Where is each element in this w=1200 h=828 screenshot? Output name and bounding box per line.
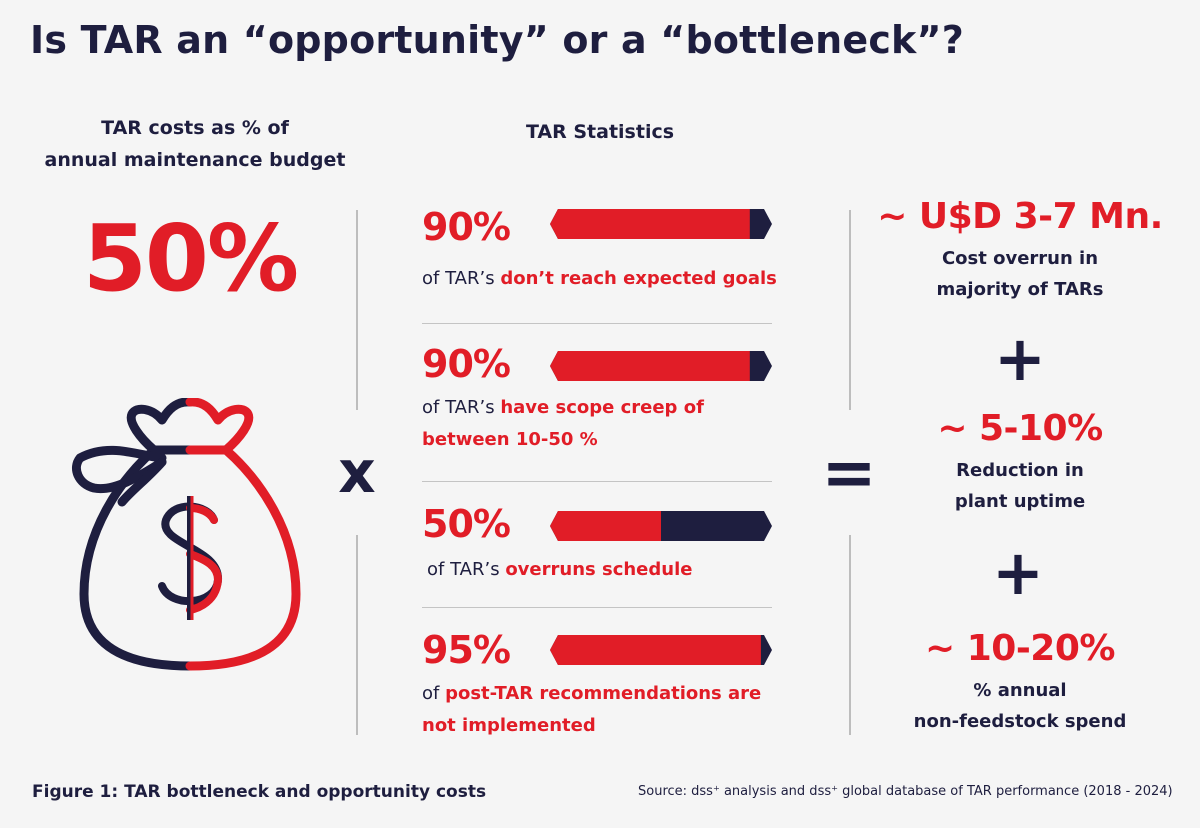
bar-filled xyxy=(550,635,761,665)
stat-row: 90% of TAR’s don’t reach expected goals xyxy=(422,205,782,295)
result-block: ~ U$D 3-7 Mn. Cost overrun in majority o… xyxy=(870,196,1170,305)
stat-row: 50% of TAR’s overruns schedule xyxy=(422,502,782,586)
result-block: ~ 10-20% % annual non-feedstock spend xyxy=(870,628,1170,737)
result-line2: plant uptime xyxy=(954,491,1086,512)
left-heading-line2: annual maintenance budget xyxy=(44,149,346,171)
stat-description: of post-TAR recommendations are not impl… xyxy=(422,678,782,742)
stat-description-highlight: don’t reach expected goals xyxy=(500,268,777,289)
stat-value-label: 90% xyxy=(422,205,511,249)
plus-operator: + xyxy=(994,322,1046,395)
result-value: ~ 5-10% xyxy=(937,408,1103,449)
stat-row: 95% of post-TAR recommendations are not … xyxy=(422,628,782,742)
row-separator xyxy=(422,607,772,608)
stat-description: of TAR’s have scope creep of between 10-… xyxy=(422,392,782,456)
stat-value-label: 95% xyxy=(422,628,511,672)
stat-description-highlight: overruns schedule xyxy=(505,559,693,580)
result-line1: Reduction in xyxy=(956,460,1084,481)
stat-bar-0 xyxy=(550,209,772,239)
stat-description-pre: of TAR’s xyxy=(422,268,501,289)
bar-filled xyxy=(550,511,661,541)
divider-right-upper xyxy=(849,210,851,410)
stat-description-highlight: post-TAR recommendations are xyxy=(445,683,762,704)
statistics-heading: TAR Statistics xyxy=(525,121,675,143)
result-line2: majority of TARs xyxy=(936,279,1104,300)
row-separator xyxy=(422,323,772,324)
source-note: Source: dss⁺ analysis and dss⁺ global da… xyxy=(638,784,1173,799)
stat-bar-2 xyxy=(550,511,772,541)
stat-description-highlight: have scope creep of xyxy=(500,397,704,418)
stat-description: of TAR’s overruns schedule xyxy=(422,554,782,586)
page-title: Is TAR an “opportunity” or a “bottleneck… xyxy=(30,18,964,62)
money-bag-dollar-icon xyxy=(72,398,301,671)
budget-percent-value: 50% xyxy=(82,205,299,312)
stat-bar-1 xyxy=(550,351,772,381)
result-value: ~ U$D 3-7 Mn. xyxy=(877,196,1163,237)
stat-value-label: 50% xyxy=(422,502,511,546)
divider-left-upper xyxy=(356,210,358,410)
result-line1: Cost overrun in xyxy=(941,248,1099,269)
stat-description-line2: between 10-50 % xyxy=(422,429,598,450)
result-description: Reduction in plant uptime xyxy=(870,455,1170,517)
divider-right-lower xyxy=(849,535,851,735)
divider-left-lower xyxy=(356,535,358,735)
result-description: % annual non-feedstock spend xyxy=(870,675,1170,737)
bar-filled xyxy=(550,209,750,239)
stat-description-pre: of xyxy=(422,683,446,704)
result-line2: non-feedstock spend xyxy=(913,711,1127,732)
bar-filled xyxy=(550,351,750,381)
stat-description: of TAR’s don’t reach expected goals xyxy=(422,263,782,295)
result-block: ~ 5-10% Reduction in plant uptime xyxy=(870,408,1170,517)
stat-description-pre: of TAR’s xyxy=(422,397,501,418)
stat-row: 90% of TAR’s have scope creep of between… xyxy=(422,342,782,456)
stat-bar-3 xyxy=(550,635,772,665)
stat-description-line2: not implemented xyxy=(422,715,596,736)
stat-value-label: 90% xyxy=(422,342,511,386)
figure-caption: Figure 1: TAR bottleneck and opportunity… xyxy=(32,782,487,802)
result-line1: % annual xyxy=(973,680,1067,701)
equals-operator: = xyxy=(821,434,877,511)
result-description: Cost overrun in majority of TARs xyxy=(870,243,1170,305)
left-heading-line1: TAR costs as % of xyxy=(101,117,289,139)
multiply-operator: x xyxy=(338,438,376,506)
plus-operator: + xyxy=(992,536,1044,609)
stat-description-pre: of TAR’s xyxy=(427,559,506,580)
left-column-heading: TAR costs as % of annual maintenance bud… xyxy=(30,112,360,176)
result-value: ~ 10-20% xyxy=(925,628,1115,669)
row-separator xyxy=(422,481,772,482)
